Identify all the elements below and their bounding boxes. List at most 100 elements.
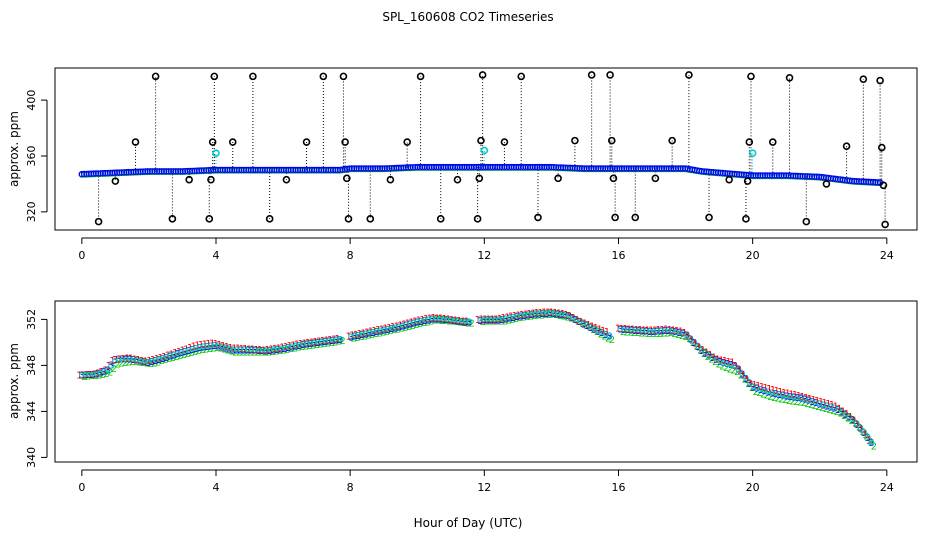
series-2-point: 2 [657, 329, 663, 340]
series-1-point: 1 [829, 400, 835, 411]
spike-point [344, 215, 353, 223]
series-3-point: 3 [425, 315, 431, 326]
series-3-point: 3 [628, 325, 634, 336]
mean-point [374, 328, 380, 335]
series-2-point: 2 [288, 344, 294, 355]
series-1-point: 1 [737, 366, 743, 377]
series-2-point: 2 [192, 347, 198, 358]
mean-point [403, 321, 410, 328]
panel-bottom-x-tick-label: 16 [611, 481, 625, 494]
spike-point [534, 213, 542, 222]
series-3-point: 3 [414, 318, 420, 329]
series-2-point: 2 [498, 317, 504, 328]
spike-point [343, 174, 351, 183]
series-3-point: 3 [444, 315, 450, 326]
mean-point [149, 358, 155, 365]
series-1-point: 1 [729, 358, 735, 369]
mean-point [628, 326, 635, 333]
series-3-point: 3 [237, 345, 243, 356]
series-2-point: 2 [402, 323, 408, 334]
series-1-point: 1 [770, 385, 776, 396]
series-2-point: 2 [675, 330, 681, 341]
series-3-point: 3 [304, 340, 310, 351]
panel-bottom-x-tick-label: 24 [880, 481, 894, 494]
mean-point [215, 342, 222, 349]
series-1-point: 1 [762, 383, 768, 394]
mean-point [624, 326, 631, 333]
series-3-point: 3 [754, 384, 760, 395]
series-3-point: 3 [706, 351, 712, 362]
series-2-point: 2 [395, 324, 401, 335]
series-3-point: 3 [326, 337, 332, 348]
mean-point [728, 361, 735, 368]
series-1-point: 1 [751, 380, 757, 391]
mean-point [112, 357, 118, 364]
mean-point [315, 339, 321, 346]
series-2-point: 2 [380, 328, 386, 339]
spike-point [94, 217, 103, 226]
mean-point [219, 343, 225, 350]
series-2-point: 2 [568, 313, 574, 324]
series-2-point: 2 [531, 311, 537, 322]
series-3-point: 3 [252, 346, 258, 357]
series-1-point: 1 [600, 326, 606, 337]
series-3-point: 3 [186, 346, 192, 357]
mean-point [274, 346, 281, 352]
series-1-point: 1 [825, 399, 831, 410]
series-2-point: 2 [243, 348, 249, 359]
series-3-point: 3 [93, 370, 99, 381]
series-3-point: 3 [684, 331, 690, 342]
series-2-point: 2 [225, 346, 231, 357]
mean-point [658, 327, 664, 334]
mean-point [661, 327, 668, 334]
mean-point [278, 345, 284, 352]
series-3-point: 3 [245, 345, 251, 356]
series-1-point: 1 [707, 350, 713, 361]
series-1-point: 1 [862, 430, 868, 441]
mean-point [514, 313, 521, 319]
series-2-point: 2 [823, 404, 829, 415]
series-1-point: 1 [858, 424, 864, 435]
series-2-point: 2 [432, 316, 438, 327]
mean-point [388, 325, 395, 331]
series-1-point: 1 [744, 375, 750, 386]
series-2-point: 2 [118, 359, 124, 370]
series-1-point: 1 [696, 342, 702, 353]
series-2-point: 2 [790, 396, 796, 407]
series-2-point: 2 [517, 313, 523, 324]
series-3-point: 3 [599, 328, 605, 339]
series-3-point: 3 [662, 326, 668, 337]
spike-point [631, 213, 640, 222]
series-2-point: 2 [646, 329, 652, 340]
mean-point [772, 390, 779, 397]
spike-point [366, 215, 375, 223]
series-3-point: 3 [728, 360, 734, 371]
series-2-point: 2 [587, 323, 593, 334]
series-3-point: 3 [337, 335, 343, 346]
spike-point [881, 220, 889, 229]
spike-point [747, 72, 755, 81]
mean-point [86, 371, 93, 378]
series-2-point: 2 [336, 337, 342, 348]
series-1-point: 1 [700, 345, 706, 356]
series-2-point: 2 [133, 357, 139, 368]
spike-point [859, 75, 868, 83]
series-3-point: 3 [311, 339, 317, 350]
series-2-point: 2 [96, 371, 102, 382]
series-2-point: 2 [251, 348, 257, 359]
mean-point [422, 317, 428, 324]
series-3-point: 3 [300, 340, 306, 351]
series-3-point: 3 [226, 344, 232, 355]
panel-top-x-tick-label: 0 [78, 249, 85, 262]
series-2-point: 2 [306, 341, 312, 352]
series-3-point: 3 [647, 327, 653, 338]
series-2-point: 2 [793, 397, 799, 408]
series-2-point: 2 [111, 364, 117, 375]
mean-point [861, 428, 867, 435]
mean-point [451, 317, 458, 323]
mean-point [787, 393, 794, 400]
series-2-point: 2 [358, 332, 364, 343]
mean-point [669, 327, 676, 334]
mean-point [510, 313, 517, 320]
